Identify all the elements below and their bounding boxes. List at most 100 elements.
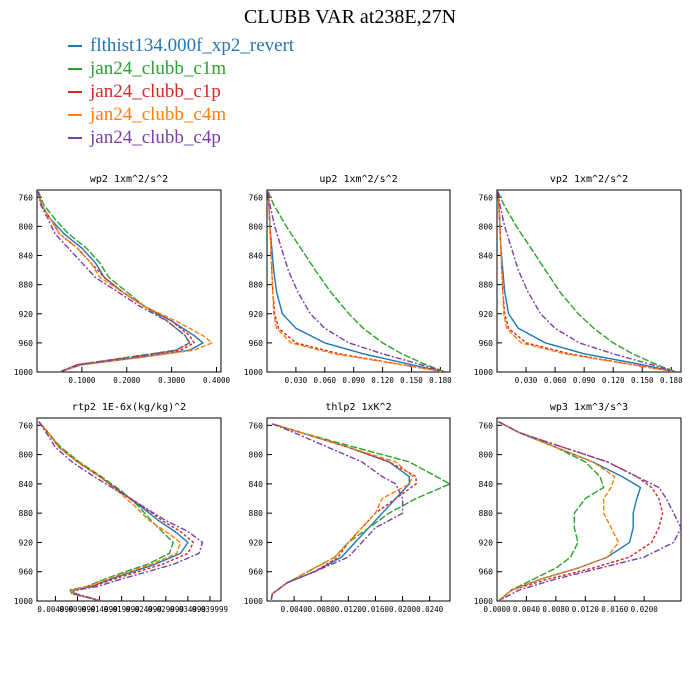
y-tick-label: 880 [19,509,34,518]
y-tick-label: 960 [249,339,264,348]
legend-item: jan24_clubb_c1m [68,57,294,80]
y-tick-label: 760 [249,421,264,430]
y-tick-label: 840 [479,252,494,261]
y-tick-label: 880 [19,281,34,290]
series-line [38,421,204,601]
plot-frame [266,189,451,373]
series-line [497,191,677,372]
y-tick-label: 800 [479,451,494,460]
legend-label: jan24_clubb_c4m [90,104,227,125]
x-tick-label: 0.019999 [104,605,140,614]
legend-item: jan24_clubb_c1p [68,80,294,103]
y-tick-label: 1000 [14,597,33,606]
y-tick-label: 960 [19,339,34,348]
series-line [498,421,664,601]
x-tick-label: 0.030 [515,376,538,385]
x-tick-label: 0.0200 [631,605,659,614]
x-tick-label: 0.004999 [37,605,73,614]
panel-title: rtp2 1E-6x(kg/kg)^2 [72,402,186,413]
x-tick-label: 0.3000 [158,376,186,385]
legend-item: flthist134.000f_xp2_revert [68,34,294,57]
panel-title: vp2 1xm^2/s^2 [550,174,628,185]
y-tick-label: 920 [479,310,494,319]
x-tick-label: 0.090 [342,376,365,385]
x-tick-label: 0.180 [429,376,452,385]
series-line [37,191,204,372]
series-line [267,191,446,372]
series-line [270,423,404,601]
y-tick-label: 1000 [244,597,263,606]
chart-panel: up2 1xm^2/s^2 760 800 840 880 920 960 1000 0.030… [244,174,452,385]
y-tick-label: 760 [19,421,34,430]
series-line [498,421,681,601]
y-tick-label: 800 [479,222,494,231]
y-tick-label: 800 [19,222,34,231]
legend-label: jan24_clubb_c4p [90,127,221,148]
legend-item: jan24_clubb_c4p [68,126,294,149]
y-tick-label: 880 [479,281,494,290]
y-tick-label: 920 [19,538,34,547]
y-tick-label: 800 [249,451,264,460]
legend-label: jan24_clubb_c1p [90,81,221,102]
x-tick-label: 0.0040 [513,605,541,614]
y-tick-label: 800 [19,451,34,460]
series-line [37,191,191,372]
y-tick-label: 840 [249,252,264,261]
series-line [37,191,213,372]
legend-label: jan24_clubb_c1m [90,58,227,79]
y-tick-label: 920 [249,538,264,547]
y-tick-label: 920 [479,538,494,547]
plot-frame [36,189,222,373]
panel-title: thlp2 1xK^2 [325,402,391,413]
x-tick-label: 0.0080 [308,605,336,614]
x-tick-label: 0.060 [314,376,337,385]
series-line [270,423,410,601]
x-tick-label: 0.014999 [81,605,117,614]
x-tick-label: 0.0160 [601,605,629,614]
chart-panel: rtp2 1E-6x(kg/kg)^2 760 800 840 880 920 960 100… [14,402,228,614]
x-tick-label: 0.120 [371,376,394,385]
panel-title: wp2 1xm^2/s^2 [90,174,168,185]
y-tick-label: 1000 [474,597,493,606]
series-line [497,191,677,372]
y-tick-label: 1000 [14,368,33,377]
legend: flthist134.000f_xp2_revert jan24_clubb_c… [68,34,294,149]
x-tick-label: 0.039999 [192,605,228,614]
series-line [38,421,195,601]
y-tick-label: 920 [249,310,264,319]
y-tick-label: 800 [249,222,264,231]
y-tick-label: 760 [249,193,264,202]
series-line [38,421,174,601]
legend-swatch [68,90,82,93]
x-tick-label: 0.150 [631,376,654,385]
x-tick-label: 0.060 [544,376,567,385]
series-line [497,191,677,372]
x-tick-label: 0.4000 [203,376,231,385]
chart-title: CLUBB VAR at238E,27N [243,6,457,28]
chart-panel: wp3 1xm^3/s^3 760 800 840 880 920 960 10000.000… [474,402,682,614]
legend-label: flthist134.000f_xp2_revert [90,35,295,56]
legend-swatch [68,67,82,70]
y-tick-label: 840 [19,252,34,261]
y-tick-label: 840 [479,480,494,489]
series-line [267,191,446,372]
series-line [267,191,446,372]
legend-swatch [68,113,82,116]
y-tick-label: 760 [19,193,34,202]
chart-panel: wp2 1xm^2/s^2 760 800 840 880 920 960 1000 0.100… [14,174,231,385]
plot-frame [496,417,682,602]
x-tick-label: 0.009999 [59,605,95,614]
x-tick-label: 0.2000 [113,376,141,385]
x-tick-label: 0.0040 [281,605,309,614]
plot-frame [496,189,682,373]
x-tick-label: 0.1000 [68,376,96,385]
x-tick-label: 0.150 [400,376,423,385]
x-tick-label: 0.024999 [126,605,162,614]
x-tick-label: 0.0000 [483,605,511,614]
series-line [498,421,620,601]
y-tick-label: 840 [19,480,34,489]
series-line [270,423,414,601]
x-tick-label: 0.090 [573,376,596,385]
x-tick-label: 0.0160 [362,605,390,614]
